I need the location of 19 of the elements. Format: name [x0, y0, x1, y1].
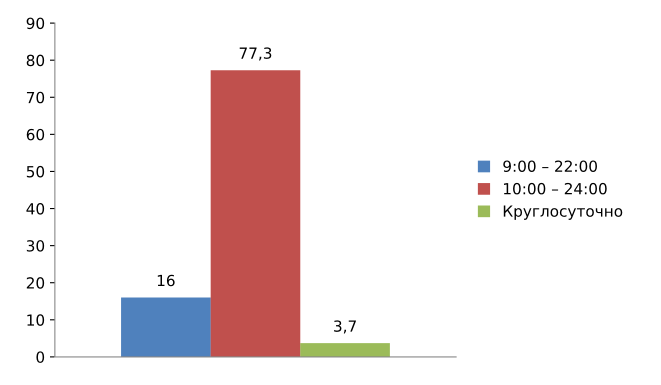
y-tick-label: 20	[26, 277, 44, 289]
bar	[210, 70, 300, 357]
bar	[300, 343, 390, 357]
y-tick-label: 50	[26, 166, 44, 178]
bar	[121, 298, 211, 357]
y-tick-label: 60	[26, 128, 44, 140]
legend-label: 10:00 – 24:00	[504, 182, 607, 194]
data-label: 3,7	[334, 320, 356, 334]
y-tick-label: 0	[36, 351, 44, 363]
y-tick-label: 30	[26, 240, 44, 252]
y-tick-label: 90	[26, 18, 44, 30]
data-label: 16	[158, 274, 175, 286]
data-label: 77,3	[240, 47, 272, 60]
y-tick-label: 40	[26, 203, 44, 215]
legend-label: Круглосуточно	[504, 206, 622, 220]
y-tick-label: 10	[27, 314, 44, 326]
y-tick-label: 80	[26, 54, 44, 66]
legend-label: 9:00 – 22:00	[503, 160, 597, 172]
y-tick-label: 70	[26, 92, 44, 104]
